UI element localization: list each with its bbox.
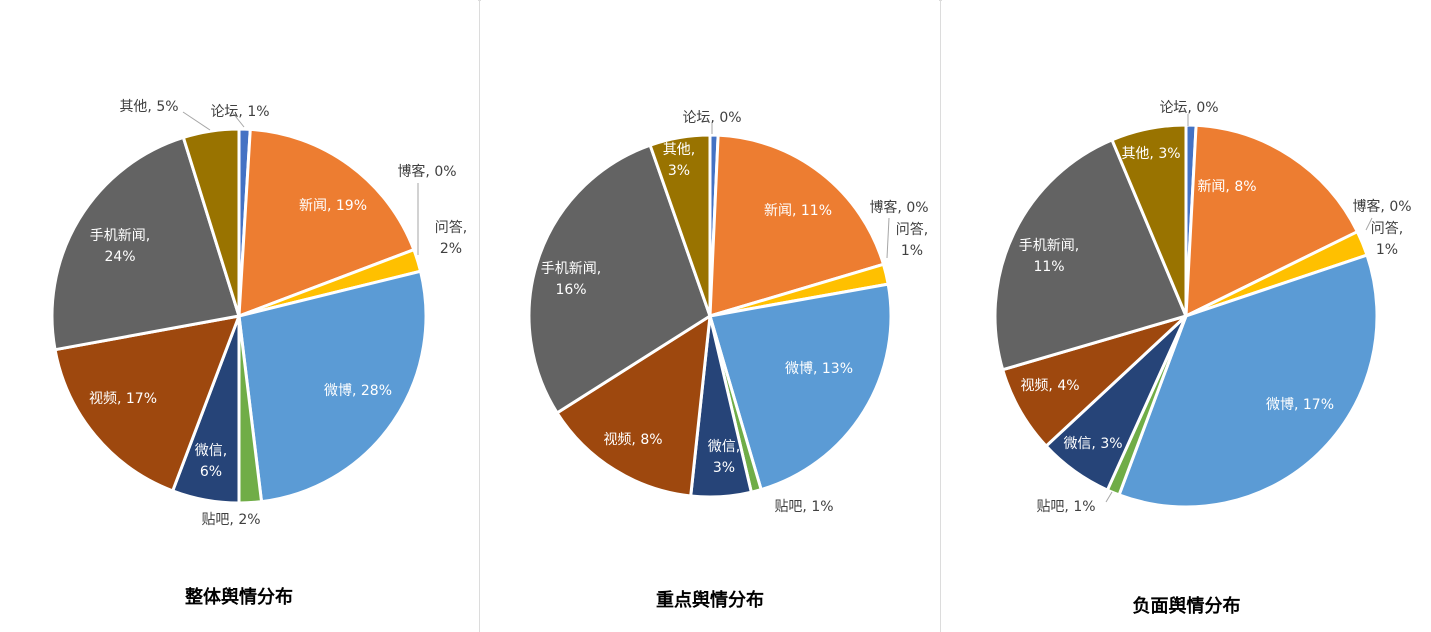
- pie-slice-视频: [555, 314, 712, 498]
- data-label-问答: 问答, 1%: [1371, 220, 1403, 258]
- data-label-贴吧: 贴吧, 1%: [1036, 499, 1095, 515]
- pie-chart-negative: 论坛, 0% 新闻, 8% 博客, 0% 问答, 1% 微博, 17% 贴吧, 1% 微信, …: [993, 100, 1412, 515]
- chart-title: 整体舆情分布: [185, 587, 293, 608]
- data-label-手机新闻: 手机新闻, 24%: [90, 228, 150, 265]
- pie-slice-新闻: [708, 133, 885, 318]
- label-leader-line: [182, 111, 211, 131]
- data-label-微信: 微信, 6%: [195, 443, 227, 480]
- data-label-论坛: 论坛, 0%: [682, 110, 741, 126]
- pie-slices: [50, 127, 428, 505]
- data-label-微博: 微博, 28%: [324, 382, 392, 399]
- chart-panel-overall: 论坛, 1% 新闻, 19% 博客, 0% 问答, 2% 微博, 28% 贴吧, 2% 微信,…: [0, 0, 478, 632]
- data-label-新闻: 新闻, 8%: [1197, 179, 1256, 195]
- data-label-其他: 其他, 3%: [1121, 146, 1180, 162]
- data-label-视频: 视频, 17%: [89, 391, 157, 407]
- pie-slice-微博: [708, 282, 893, 492]
- chart-title: 重点舆情分布: [656, 590, 764, 611]
- data-label-博客: 博客, 0%: [869, 199, 928, 216]
- data-label-论坛: 论坛, 0%: [1159, 100, 1218, 116]
- pie-slice-其他: [648, 133, 712, 318]
- data-label-其他: 其他, 5%: [119, 99, 178, 115]
- data-label-新闻: 新闻, 11%: [764, 203, 832, 219]
- pie-slice-其他: [181, 127, 241, 318]
- pie-slices: [993, 123, 1379, 509]
- pie-slice-手机新闻: [993, 138, 1188, 372]
- pie-slices: [527, 133, 893, 499]
- data-label-微博: 微博, 17%: [1266, 396, 1334, 413]
- data-label-微博: 微博, 13%: [785, 360, 853, 377]
- data-label-其他: 其他, 3%: [663, 142, 695, 179]
- pie-slice-新闻: [1184, 123, 1359, 318]
- chart-panel-negative: 论坛, 0% 新闻, 8% 博客, 0% 问答, 1% 微博, 17% 贴吧, 1% 微信, …: [942, 0, 1431, 632]
- pie-slice-新闻: [237, 127, 416, 318]
- data-label-论坛: 论坛, 1%: [210, 104, 269, 120]
- pie-slice-视频: [53, 314, 241, 493]
- data-label-博客: 博客, 0%: [397, 163, 456, 180]
- grid-line: [940, 0, 941, 632]
- pie-slice-手机新闻: [527, 143, 712, 415]
- chart-title: 负面舆情分布: [1132, 596, 1241, 617]
- pie-slice-其他: [1110, 123, 1188, 318]
- label-leader-line: [1365, 217, 1373, 231]
- pie-chart-key: 论坛, 0% 新闻, 11% 博客, 0% 问答, 1% 微博, 13% 贴吧, 1% 微信,…: [527, 110, 929, 515]
- pie-slice-手机新闻: [50, 135, 241, 352]
- pie-slice-微博: [1117, 253, 1379, 509]
- grid-line: [479, 0, 480, 632]
- data-label-贴吧: 贴吧, 2%: [201, 512, 260, 528]
- label-leader-line: [1105, 491, 1113, 503]
- label-leader-line: [231, 111, 245, 128]
- data-label-问答: 问答, 2%: [435, 219, 467, 257]
- data-label-视频: 视频, 8%: [603, 432, 662, 448]
- chart-panel-key: 论坛, 0% 新闻, 11% 博客, 0% 问答, 1% 微博, 13% 贴吧, 1% 微信,…: [481, 0, 939, 632]
- data-label-问答: 问答, 1%: [896, 221, 928, 259]
- data-label-贴吧: 贴吧, 1%: [774, 499, 833, 515]
- pie-slice-微博: [237, 269, 428, 504]
- data-label-手机新闻: 手机新闻, 11%: [1019, 238, 1079, 275]
- data-label-视频: 视频, 4%: [1020, 378, 1079, 394]
- label-leader-line: [886, 217, 890, 259]
- data-label-新闻: 新闻, 19%: [299, 198, 367, 214]
- data-label-微信: 微信, 3%: [708, 439, 740, 476]
- data-label-手机新闻: 手机新闻, 16%: [541, 261, 601, 298]
- data-label-博客: 博客, 0%: [1352, 198, 1411, 215]
- pie-chart-overall: 论坛, 1% 新闻, 19% 博客, 0% 问答, 2% 微博, 28% 贴吧, 2% 微信,…: [50, 99, 467, 528]
- data-label-微信: 微信, 3%: [1063, 436, 1122, 452]
